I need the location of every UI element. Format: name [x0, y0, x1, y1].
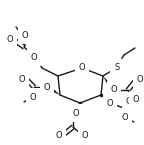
Text: O: O — [133, 96, 139, 105]
Text: O: O — [107, 99, 113, 108]
Text: O: O — [82, 130, 88, 139]
Polygon shape — [103, 76, 115, 91]
Text: O: O — [22, 30, 28, 39]
Text: O: O — [56, 132, 62, 141]
Text: O: O — [30, 93, 36, 102]
Text: O: O — [126, 97, 132, 106]
Polygon shape — [47, 85, 60, 95]
Text: O: O — [73, 108, 79, 117]
Text: O: O — [19, 75, 25, 84]
Text: O: O — [111, 86, 117, 95]
Text: O: O — [31, 52, 37, 61]
Text: O: O — [122, 114, 128, 123]
Text: O: O — [79, 62, 85, 71]
Text: O: O — [137, 76, 143, 85]
Text: S: S — [114, 64, 120, 72]
Text: O: O — [44, 84, 50, 93]
Text: O: O — [7, 36, 13, 45]
